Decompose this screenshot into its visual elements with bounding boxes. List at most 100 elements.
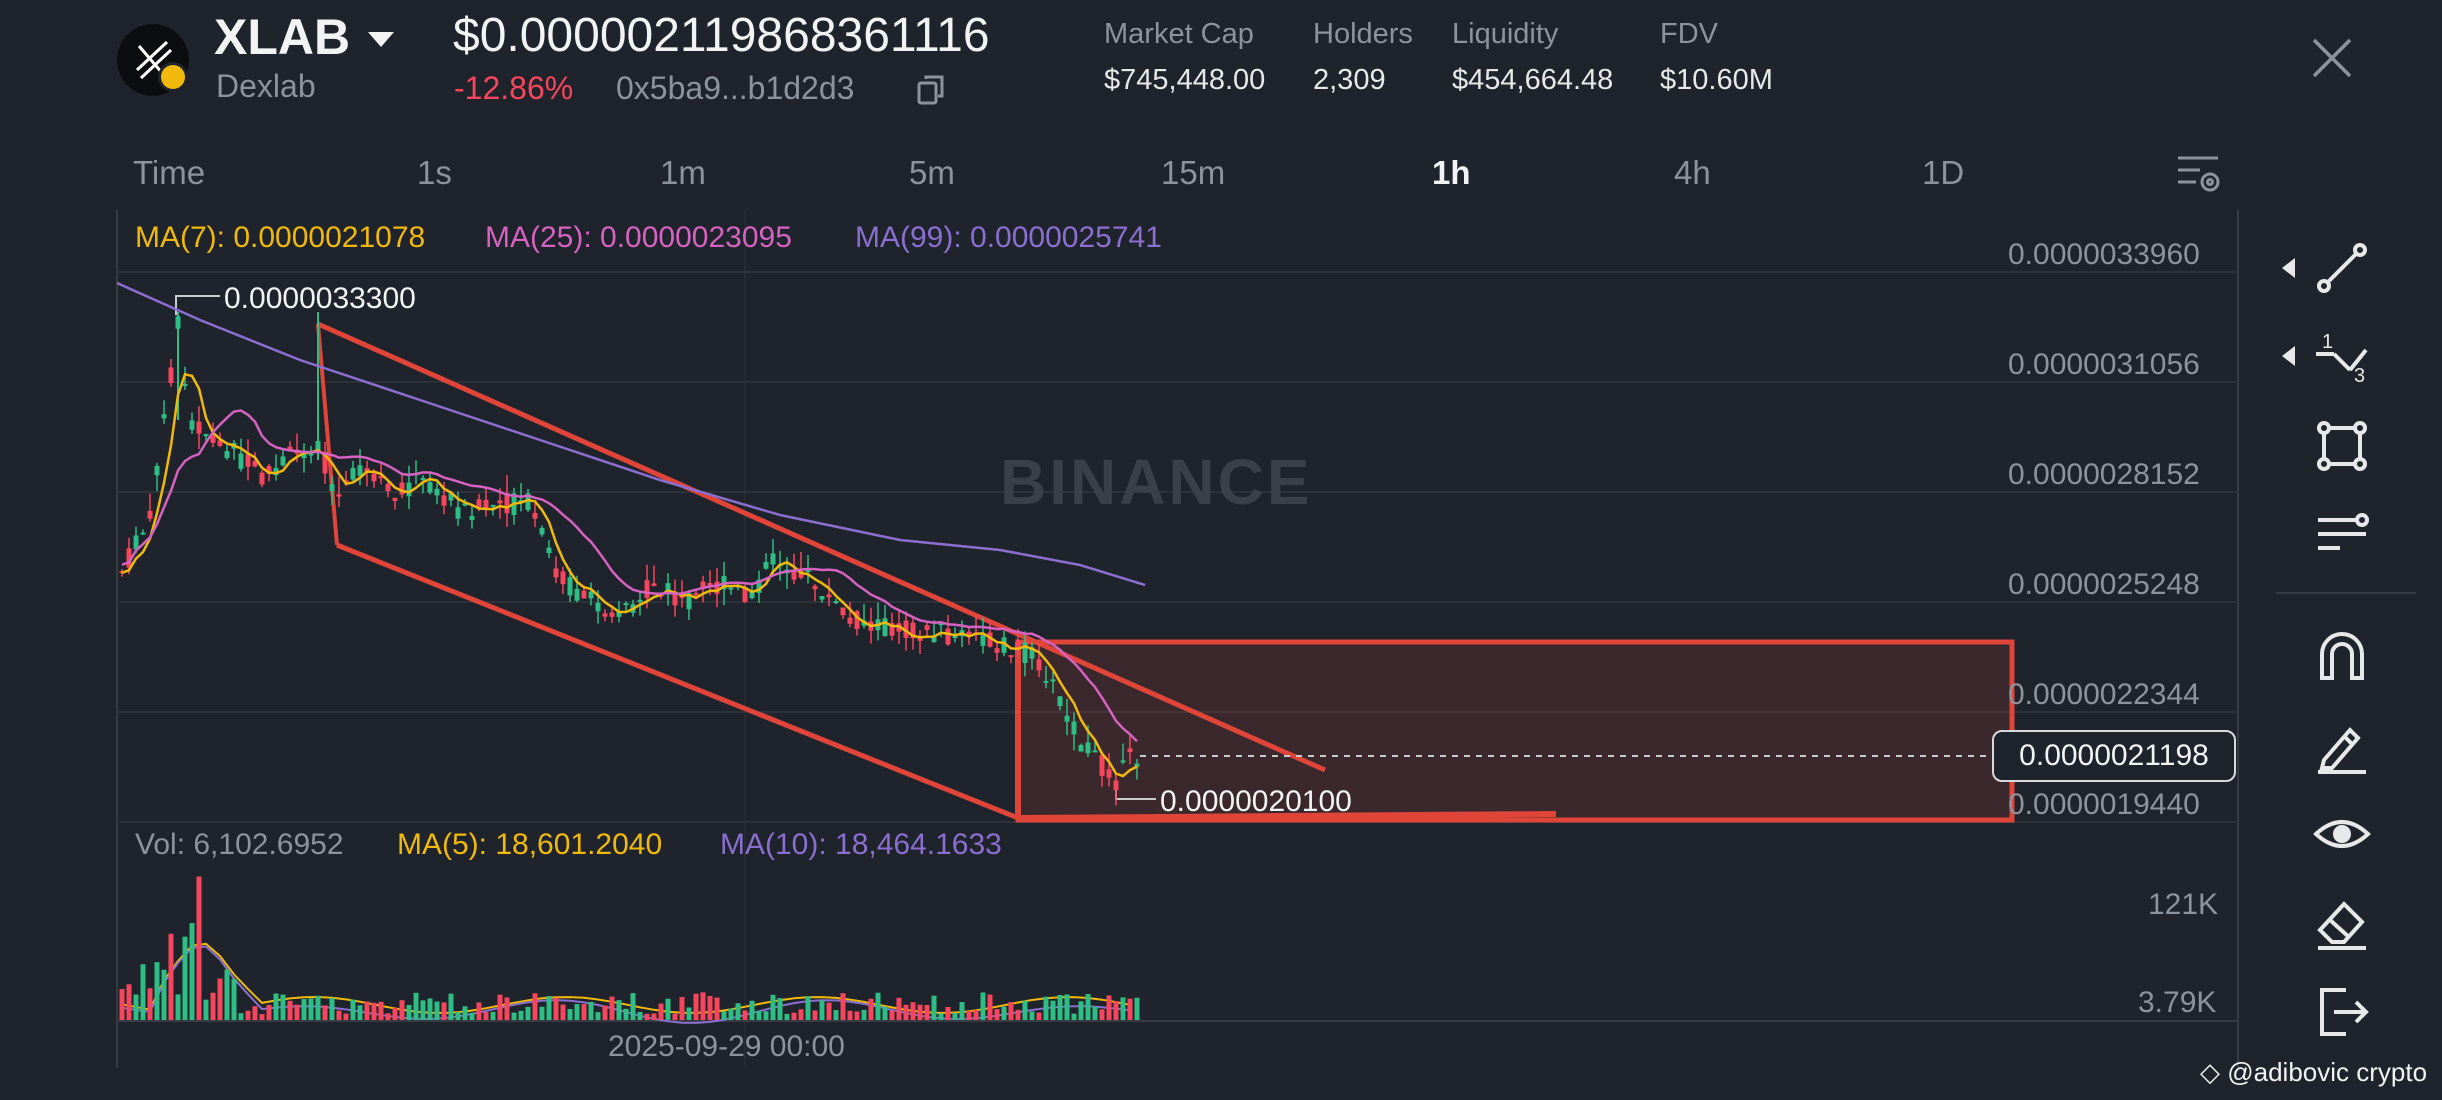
candle-body (322, 451, 328, 474)
copy-icon[interactable] (917, 74, 945, 106)
volume-bar (1015, 1009, 1021, 1020)
candle-body (693, 593, 699, 596)
candle-body (742, 588, 748, 602)
low-price-callout: 0.0000020100 (1160, 785, 1352, 818)
candle-body (763, 561, 769, 569)
tab-4h[interactable]: 4h (1674, 154, 1711, 191)
volume-bar (602, 1005, 608, 1020)
tab-5m[interactable]: 5m (909, 154, 955, 191)
volume-bar (847, 1010, 853, 1020)
tab-time[interactable]: Time (133, 154, 206, 191)
volume-bar (322, 1005, 328, 1020)
candle-body (406, 482, 412, 497)
candle-body (1085, 742, 1091, 754)
candle-body (840, 607, 846, 616)
chevron-down-icon[interactable] (368, 32, 394, 47)
volume-bar (581, 1004, 587, 1020)
candle-body (560, 571, 566, 585)
candle-body (196, 421, 202, 434)
candle-body (805, 570, 811, 573)
trend-line-icon[interactable] (2310, 236, 2374, 300)
volume-bar (770, 994, 776, 1020)
volume-bar (350, 999, 356, 1020)
volume-bar (896, 997, 902, 1020)
volume-bar (1022, 1000, 1028, 1020)
candle-body (490, 504, 496, 507)
candle-body (952, 636, 958, 639)
tab-1s[interactable]: 1s (417, 154, 452, 191)
eye-icon[interactable] (2310, 802, 2374, 866)
eraser-icon[interactable] (2310, 890, 2374, 954)
author-credit-text: @adibovic crypto (2227, 1057, 2428, 1087)
indicator-lines-icon[interactable] (2310, 502, 2374, 566)
volume-bar (532, 993, 538, 1020)
candle-body (966, 631, 972, 635)
tab-1d[interactable]: 1D (1922, 154, 1965, 191)
candle-body (1113, 780, 1119, 791)
candle-body (210, 435, 216, 443)
volume-bar (287, 1000, 293, 1020)
candle-body (1078, 745, 1084, 752)
chart-drawings (175, 295, 2015, 823)
zone-base-line (1017, 811, 1557, 821)
volume-bar (840, 993, 846, 1020)
volume-bar (210, 992, 216, 1020)
candle-body (1106, 769, 1112, 778)
current-price-tag: 0.0000021198 (1992, 730, 2236, 782)
exit-icon[interactable] (2310, 980, 2374, 1044)
volume-bars (119, 876, 1140, 1020)
candle-body (448, 493, 454, 501)
chart-settings-icon[interactable] (2174, 150, 2222, 196)
close-icon[interactable] (2310, 36, 2354, 80)
volume-tick-label: 3.79K (2138, 986, 2217, 1019)
candle-body (427, 482, 433, 493)
volume-bar (462, 1006, 468, 1020)
volume-bar (140, 964, 146, 1020)
target-zone-rectangle (1015, 639, 2015, 823)
volume-bar (126, 984, 132, 1020)
candle-body (1043, 680, 1049, 683)
tab-1m[interactable]: 1m (660, 154, 706, 191)
token-symbol[interactable]: XLAB (214, 9, 351, 65)
volume-bar (490, 1011, 496, 1020)
expand-left-icon[interactable] (2282, 258, 2295, 278)
volume-bar (1057, 994, 1063, 1020)
candle-body (791, 571, 797, 580)
volume-bar (399, 1000, 405, 1020)
candle-body (938, 623, 944, 626)
volume-bar (1036, 1012, 1042, 1020)
candle-body (854, 611, 860, 629)
candle-body (994, 648, 1000, 653)
volume-bar (910, 1002, 916, 1020)
pen-icon[interactable] (2310, 714, 2374, 778)
stat-value-liquidity: $454,664.48 (1452, 64, 1614, 96)
tab-15m[interactable]: 15m (1161, 154, 1226, 191)
candle-body (1029, 647, 1035, 659)
volume-bar (658, 1003, 664, 1020)
diamond-icon: ◇ (2200, 1057, 2220, 1087)
volume-bar (1085, 994, 1091, 1020)
volume-bar (511, 1012, 517, 1020)
volume-bar (308, 998, 314, 1020)
expand-left-icon[interactable] (2282, 346, 2295, 366)
candle-body (133, 535, 139, 550)
stat-value-market-cap: $745,448.00 (1104, 64, 1266, 96)
volume-bar (329, 998, 335, 1020)
tab-1h[interactable]: 1h (1432, 154, 1471, 191)
shape-icon[interactable] (2310, 414, 2374, 478)
volume-bar (777, 998, 783, 1020)
candle-body (392, 497, 398, 501)
volume-bar (259, 1013, 265, 1020)
candle-body (574, 588, 580, 601)
volume-bar (882, 1006, 888, 1020)
volume-bar (504, 997, 510, 1020)
candle-body (826, 594, 832, 598)
ma99-label: MA(99): 0.0000025741 (855, 221, 1162, 254)
candle-body (259, 472, 265, 485)
volume-bar (714, 997, 720, 1020)
volume-bar (945, 1007, 951, 1020)
volume-bar (1043, 996, 1049, 1020)
magnet-icon[interactable] (2310, 624, 2374, 688)
